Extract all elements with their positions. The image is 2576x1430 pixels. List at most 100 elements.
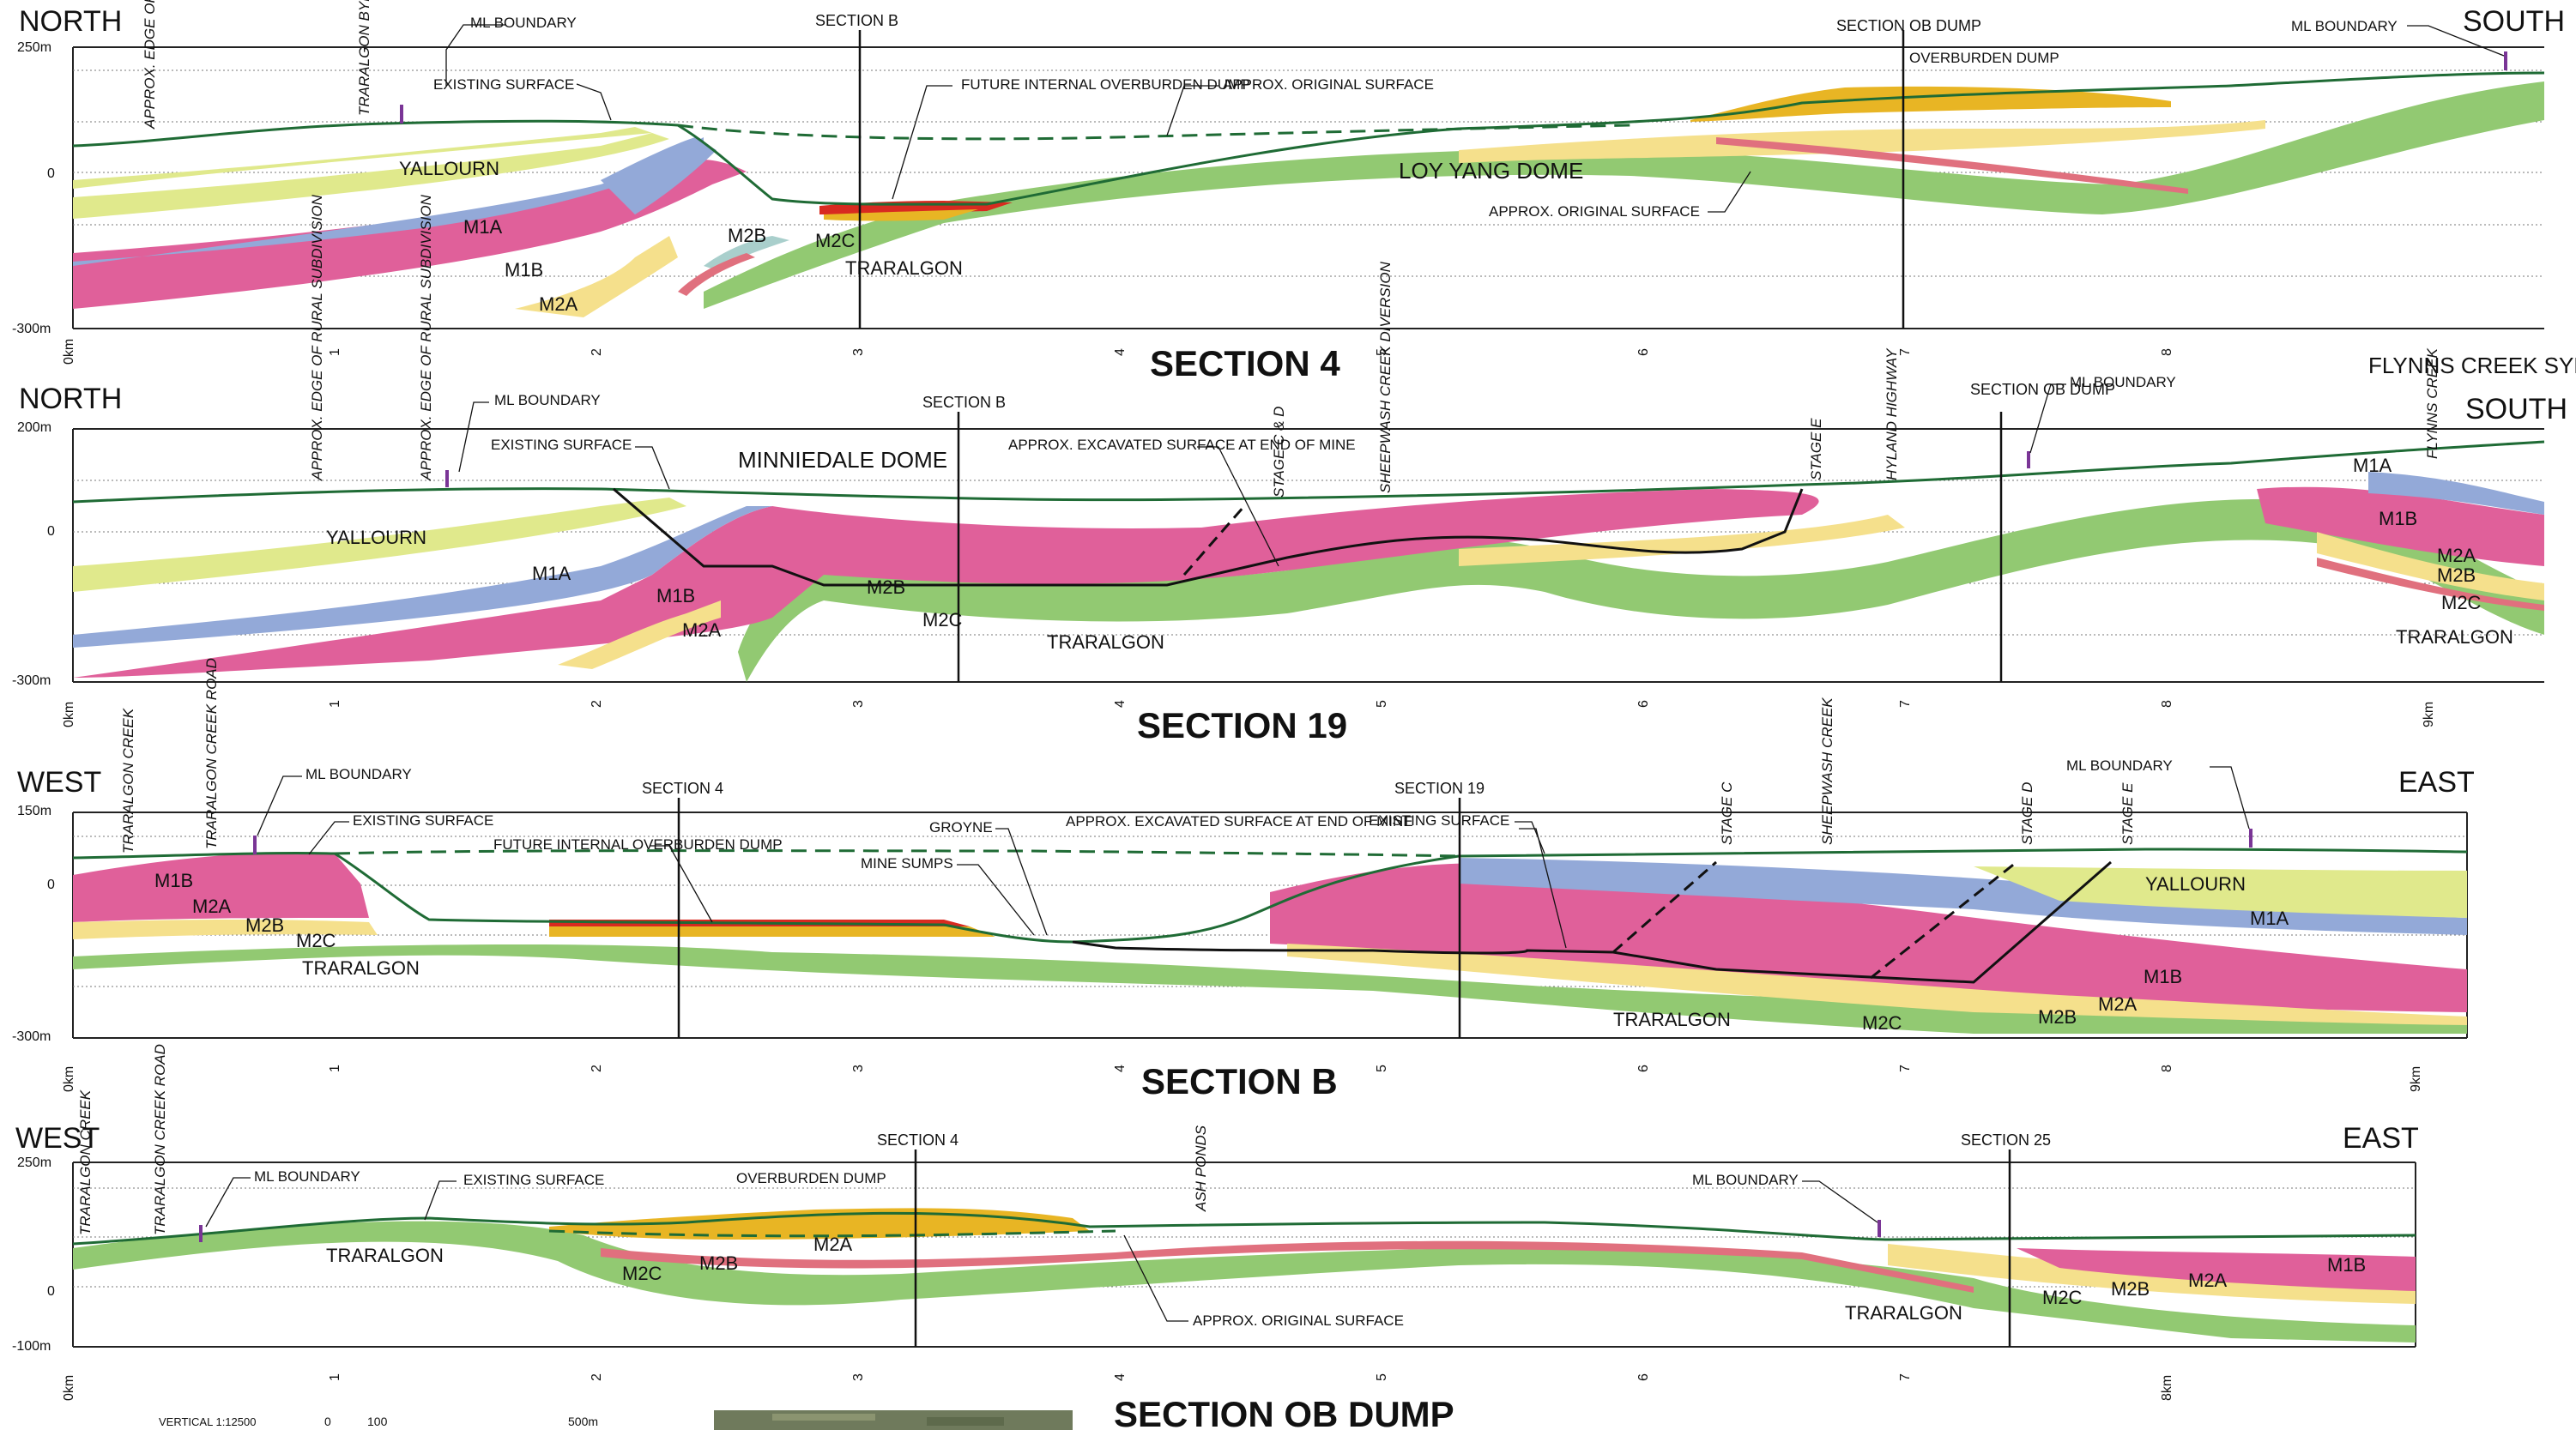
section-19-km-ticks: 0km 1 2 3 4 5 6 7 8 9km [62,700,2436,727]
section-4-km-ticks: 0km 1 2 3 4 5 6 7 8 [62,339,2174,365]
km-tick: 7 [1898,700,1913,708]
km-tick: 0km [62,1375,76,1401]
traralgon-layer [738,498,2544,682]
section-4-bottom-elevation: -300m [12,322,51,336]
vertical-label: HYLAND HIGHWAY [1884,347,1900,480]
excavated-surface-label: APPROX. EXCAVATED SURFACE AT END OF MINE [1008,437,1356,453]
section-4-panel: NORTH SOUTH 250m 0 -300m SECTION 4 SECTI… [12,0,2565,383]
yallourn-layer [73,498,686,592]
ml-boundary-label: ML BOUNDARY [470,15,577,31]
km-tick: 0km [62,702,76,727]
section-ob-bottom-elevation: -100m [12,1339,51,1354]
section-19-direction-left: NORTH [19,383,122,415]
section-b-direction-left: WEST [17,766,101,799]
section-ob-km-ticks: 0km 1 2 3 4 5 6 7 8km [62,1373,2174,1401]
m2a-east-layer [1459,515,1905,566]
leader-line [957,864,1035,936]
unit-label: M1A [532,563,571,584]
km-tick: 2 [590,700,604,708]
east-yallourn-layer [1974,866,2467,918]
section-ob-dump-crossing-label: SECTION OB DUMP [1836,17,1981,34]
unit-label: TRARALGON [845,257,963,279]
unit-label: M1B [505,259,543,281]
km-tick: 7 [1898,348,1913,356]
km-tick: 5 [1375,700,1389,708]
unit-label: M2B [728,225,766,246]
existing-surface-label: EXISTING SURFACE [491,437,632,453]
unit-label: M2C [922,609,963,631]
section-ob-dump-panel: WEST EAST 250m 0 -100m SECTION OB DUMP S… [12,1044,2419,1430]
unit-label: M1A [2353,455,2392,476]
existing-surface-label: EXISTING SURFACE [353,812,493,829]
section-b-km-ticks: 0km 1 2 3 4 5 6 7 8 9km [62,1065,2423,1092]
vertical-label: TRARALGON CREEK [77,1089,94,1235]
section-b-crossing-label: SECTION B [815,12,898,29]
original-surface-label: APPROX. ORIGINAL SURFACE [1223,76,1434,93]
unit-label: TRARALGON [2396,626,2513,648]
original-surface-line [334,849,1460,858]
unit-label: M1B [656,585,695,606]
m2c-layer [678,253,755,296]
ml-boundary-marker [2504,51,2507,70]
section-4-title: SECTION 4 [1150,343,1340,383]
existing-surface-label-east: EXISTING SURFACE [1369,812,1509,829]
vertical-label: STAGE C & D [1271,407,1287,498]
section-b-bottom-elevation: -300m [12,1029,51,1044]
section-4-top-elevation: 250m [17,40,51,55]
m1b-layer [73,852,369,922]
overburden-dump-label: OVERBURDEN DUMP [736,1170,886,1186]
km-tick: 0km [62,339,76,365]
km-tick: 4 [1113,700,1128,708]
unit-label: M1A [2250,908,2289,929]
flynns-creek-m2c-layer [2317,558,2544,611]
leader-line [995,828,1048,936]
scale-bar: VERTICAL 1:12500 0 100 500m [159,1415,598,1428]
section-b-title: SECTION B [1141,1061,1338,1101]
vertical-label: TRARALGON CREEK [120,708,136,854]
km-tick: 9km [2422,702,2436,727]
vertical-label: SHEEPWASH CREEK [1819,697,1835,845]
section-19-crossing-label: SECTION 19 [1394,780,1485,797]
yallourn-layer [73,133,669,219]
minniedale-dome-label: MINNIEDALE DOME [738,447,947,473]
unit-label: M2A [813,1234,853,1255]
flynns-creek-m2-layer [2317,532,2544,600]
ml-boundary-marker [199,1225,203,1242]
future-internal-dump-label: FUTURE INTERNAL OVERBURDEN DUMP [493,836,783,853]
traralgon-layer [704,81,2544,309]
leader-line [308,821,349,855]
km-tick: 2 [590,348,604,356]
section-ob-dump-title: SECTION OB DUMP [1114,1394,1454,1430]
yallourn-upper-layer [73,127,652,189]
unit-label: M2A [192,896,232,917]
vertical-label: STAGE D [2019,782,2035,845]
section-ob-direction-left: WEST [15,1122,100,1155]
leader-line [2029,383,2066,454]
leader-line [2210,766,2250,830]
km-tick: 7 [1898,1373,1913,1381]
unit-label: M2C [1862,1012,1902,1034]
leader-line [445,24,506,86]
section-4-crossing-label: SECTION 4 [877,1131,958,1149]
vertical-label: STAGE E [1808,418,1824,480]
vertical-label: APPROX. EDGE OF TRARALGON TOWNSHIP [142,0,158,130]
east-m2a-layer [1287,944,2467,1025]
km-tick: 8km [2160,1375,2174,1401]
aerial-photo-detail [772,1414,875,1421]
excavated-surface-label: APPROX. EXCAVATED SURFACE AT END OF MINE [1066,813,1413,830]
km-tick: 9km [2409,1066,2423,1092]
unit-label: TRARALGON [326,1245,444,1266]
future-internal-dump-fill [549,926,995,937]
stage-c-line [1612,860,1717,954]
leader-line [1166,85,1218,136]
unit-label: TRARALGON [1047,631,1164,653]
vertical-label: STAGE C [1719,781,1735,845]
section-ob-top-elevation: 250m [17,1155,51,1170]
flynns-creek-m1a-layer [2368,472,2544,515]
section-b-zero-elevation: 0 [47,878,55,892]
km-tick: 5 [1375,348,1389,356]
leader-line [1519,828,1567,949]
flynns-creek-syncline-label: FLYNNS CREEK SYNCLINE [2368,353,2576,378]
section-25-crossing-label: SECTION 25 [1961,1131,2051,1149]
future-internal-dump-fill [824,209,978,221]
